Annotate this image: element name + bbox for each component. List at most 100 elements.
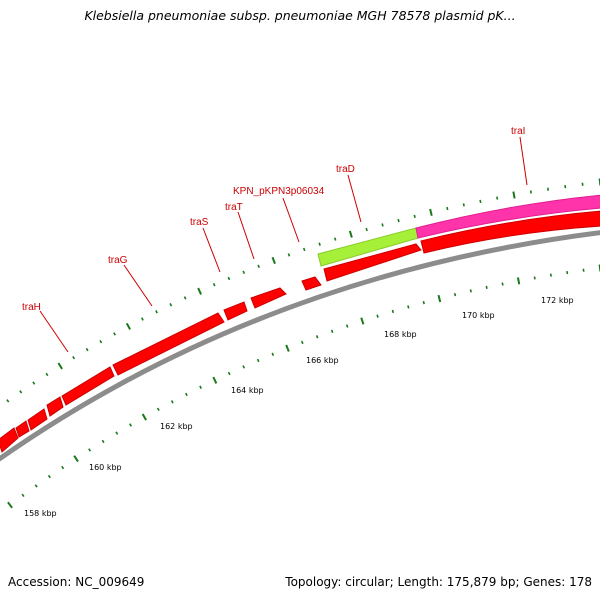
scale-label: 162 kbp	[160, 422, 193, 431]
gene-feature[interactable]	[46, 396, 64, 417]
tick-mark	[345, 324, 349, 328]
tick-mark	[413, 214, 416, 219]
gene-feature[interactable]	[61, 366, 115, 406]
gene-feature[interactable]	[420, 210, 600, 254]
tick-mark	[21, 493, 25, 498]
topology-text: Topology: circular; Length: 175,879 bp; …	[285, 575, 592, 589]
tick-mark	[407, 305, 410, 309]
tick-mark	[271, 352, 275, 356]
gene-feature[interactable]	[323, 243, 422, 282]
tick-mark	[169, 303, 173, 307]
tick-mark	[285, 344, 290, 352]
scale-label: 166 kbp	[306, 356, 339, 365]
tick-mark	[34, 484, 38, 488]
tick-mark	[155, 310, 158, 314]
scale-label: 168 kbp	[384, 330, 417, 339]
backbone-arc	[0, 230, 600, 462]
tick-mark	[437, 294, 442, 303]
tick-mark	[7, 501, 13, 509]
tick-mark	[516, 277, 521, 285]
tick-mark	[242, 365, 245, 369]
tick-mark	[256, 358, 260, 363]
gene-label: traS	[190, 217, 209, 228]
tick-mark	[73, 455, 79, 463]
tick-mark	[376, 314, 379, 318]
scale-label: 172 kbp	[541, 296, 574, 305]
map-title: Klebsiella pneumoniae subsp. pneumoniae …	[84, 8, 516, 23]
tick-mark	[99, 339, 103, 344]
gene-label: KPN_pKPN3p06034	[233, 186, 325, 197]
gene-label: traT	[225, 202, 243, 213]
tick-mark	[242, 270, 246, 274]
tick-mark	[397, 218, 400, 223]
tick-mark	[72, 355, 76, 360]
gene-label-lines	[39, 136, 528, 353]
tick-mark	[141, 413, 147, 421]
scale-label: 164 kbp	[231, 386, 264, 395]
gene-feature[interactable]	[27, 408, 48, 431]
tick-mark	[391, 309, 395, 314]
scale-labels: 158 kbp 160 kbp 162 kbp 164 kbp 166 kbp …	[24, 296, 574, 518]
tick-mark	[302, 247, 306, 252]
tick-mark	[533, 276, 536, 280]
tick-mark	[61, 465, 65, 470]
gene-feature[interactable]	[223, 301, 248, 321]
tick-mark	[287, 253, 291, 257]
scale-label: 158 kbp	[24, 509, 57, 518]
tick-mark	[19, 390, 23, 394]
tick-mark	[184, 392, 188, 397]
gene-label: traD	[336, 164, 355, 175]
tick-mark	[6, 399, 10, 403]
tick-mark	[512, 191, 516, 199]
gene-feature[interactable]	[250, 287, 287, 309]
tick-mark	[57, 362, 63, 370]
gene-feature[interactable]	[0, 427, 19, 453]
tick-mark	[113, 332, 116, 336]
tick-mark	[88, 448, 92, 452]
tick-mark	[496, 196, 499, 200]
tick-mark	[301, 340, 304, 345]
tick-mark	[348, 230, 353, 238]
tick-mark	[32, 381, 36, 385]
tick-mark	[330, 329, 334, 334]
tick-mark	[453, 292, 457, 297]
gene-labels: traH traG traS traT KPN_pKPN3p06034 traD…	[22, 126, 525, 313]
tick-mark	[381, 223, 384, 227]
tick-mark	[333, 237, 337, 241]
tick-mark	[462, 203, 465, 207]
tick-mark	[365, 227, 368, 232]
tick-mark	[360, 317, 365, 325]
tick-mark	[129, 423, 132, 427]
tick-mark	[422, 301, 425, 305]
tick-mark	[125, 322, 131, 330]
tick-mark	[429, 208, 433, 217]
tick-mark	[170, 400, 174, 404]
tick-mark	[212, 376, 218, 384]
tick-mark	[156, 407, 160, 412]
tick-mark	[271, 256, 276, 265]
tick-mark	[227, 276, 231, 281]
tick-mark	[227, 371, 231, 376]
tick-mark	[479, 199, 482, 204]
tick-mark	[315, 335, 319, 339]
tick-mark	[199, 385, 202, 389]
tick-mark	[197, 287, 202, 295]
tick-mark	[45, 372, 49, 377]
tick-mark	[318, 242, 321, 246]
tick-mark	[469, 289, 472, 293]
tick-mark	[47, 474, 51, 479]
tick-mark	[85, 347, 89, 352]
tick-mark	[501, 282, 504, 286]
gene-label: traG	[108, 255, 128, 266]
tick-mark	[485, 285, 488, 290]
gene-label: traI	[511, 126, 525, 137]
gene-feature[interactable]	[15, 420, 30, 438]
tick-mark	[141, 317, 144, 321]
tick-mark	[257, 264, 260, 268]
scale-label: 160 kbp	[89, 463, 122, 472]
tick-mark	[446, 206, 449, 211]
inner-tick-ring	[7, 264, 600, 509]
gene-feature[interactable]	[112, 312, 225, 376]
gene-feature[interactable]	[301, 276, 322, 291]
